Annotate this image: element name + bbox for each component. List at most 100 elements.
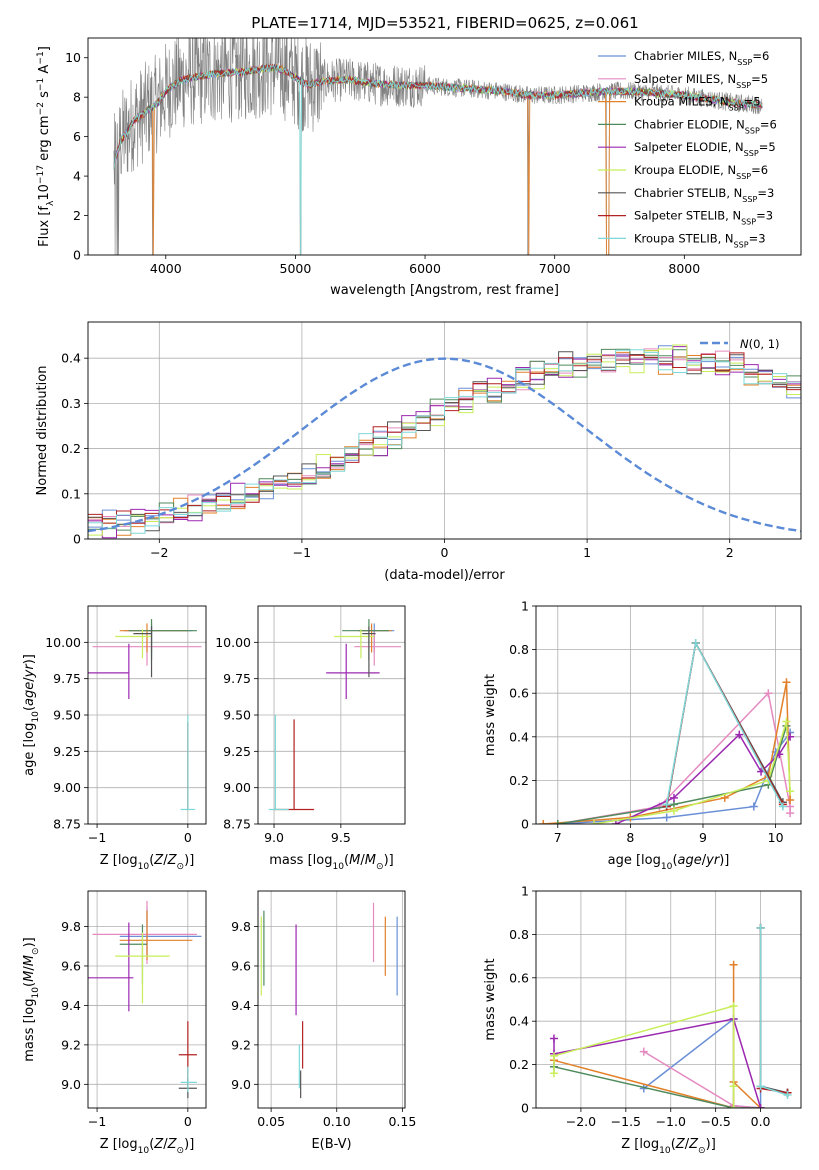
x-axis-label: Z [log10(Z/Z⊙)] bbox=[100, 853, 195, 872]
y-tick-label: 10.00 bbox=[45, 635, 81, 650]
x-tick-label: −0.5 bbox=[700, 1114, 730, 1129]
weight-line bbox=[759, 927, 788, 1094]
y-axis-label-part: M bbox=[22, 955, 37, 966]
weight-marker bbox=[783, 1090, 792, 1099]
plot-area bbox=[88, 344, 801, 539]
y-tick-label: 0.8 bbox=[509, 642, 529, 657]
y-tick-label: 9.00 bbox=[223, 780, 251, 795]
weight-marker bbox=[662, 813, 671, 822]
legend-label-part: =5 bbox=[744, 95, 761, 109]
legend-label-part: =6 bbox=[751, 163, 768, 177]
x-axis-label-part: )] bbox=[184, 1137, 194, 1152]
legend-label: Chabrier STELIB, NSSP=3 bbox=[634, 186, 774, 204]
histogram-step bbox=[88, 350, 801, 536]
y-tick-label: 9.2 bbox=[61, 1037, 81, 1052]
y-axis-label-part: age bbox=[22, 682, 37, 706]
x-tick-label: 0.05 bbox=[257, 1114, 285, 1129]
y-tick-label: 0.4 bbox=[509, 1014, 529, 1029]
x-axis-label-part: )] bbox=[384, 853, 394, 868]
y-tick-label: 1 bbox=[521, 599, 529, 614]
y-axis-label-part: −1 bbox=[36, 78, 46, 91]
legend-label-part: =6 bbox=[752, 49, 769, 63]
legend-label-part: SSP bbox=[734, 240, 749, 249]
y-tick-label: 10.00 bbox=[215, 635, 251, 650]
x-axis-label-part: ⊙ bbox=[376, 862, 384, 872]
x-tick-label: 1 bbox=[583, 545, 591, 560]
x-axis-label-part: M bbox=[365, 853, 376, 868]
legend-label-part: =5 bbox=[759, 140, 776, 154]
histogram-step bbox=[88, 352, 801, 524]
axes-frame bbox=[257, 890, 406, 1109]
y-axis-label-part: / bbox=[22, 677, 37, 682]
y-axis-label-part: −2 bbox=[36, 102, 46, 115]
legend-label-part: SSP bbox=[744, 149, 759, 158]
x-axis-label-part: M bbox=[349, 853, 360, 868]
legend-label-part: Salpeter STELIB, N bbox=[634, 209, 741, 223]
y-tick-label: 9.2 bbox=[231, 1037, 251, 1052]
x-axis-label-part: Z [log bbox=[100, 853, 138, 868]
y-tick-label: 0.4 bbox=[61, 351, 81, 366]
y-tick-label: 9.0 bbox=[61, 1077, 81, 1092]
x-axis-label-part: / bbox=[685, 1137, 690, 1152]
histogram-step bbox=[88, 349, 801, 534]
x-tick-label: 0.10 bbox=[323, 1114, 351, 1129]
x-axis-label-part: ( bbox=[149, 853, 154, 868]
x-axis-label-part: / bbox=[163, 853, 168, 868]
y-tick-label: 9.50 bbox=[223, 708, 251, 723]
legend-label-part: SSP bbox=[741, 217, 756, 226]
y-axis-label: mass weight bbox=[483, 958, 498, 1040]
plot-area bbox=[539, 639, 795, 824]
x-axis-label-part: 10 bbox=[661, 862, 673, 872]
legend-label: Chabrier ELODIE, NSSP=6 bbox=[634, 117, 777, 135]
y-axis-label: Flux [fλ10−17 erg cm−2 s−1 A−1] bbox=[36, 46, 56, 247]
y-axis-label: mass weight bbox=[483, 674, 498, 756]
weight-marker bbox=[786, 787, 795, 796]
legend-label-part: =3 bbox=[756, 209, 773, 223]
x-axis-label: Z [log10(Z/Z⊙)] bbox=[100, 1137, 195, 1156]
weight-marker bbox=[729, 1002, 738, 1011]
y-axis-label-part: mass [log bbox=[22, 999, 37, 1062]
x-axis-label-part: 10 bbox=[659, 1146, 671, 1156]
y-axis-label-part: 10 bbox=[31, 711, 41, 723]
weight-marker bbox=[735, 730, 744, 739]
weight-marker bbox=[590, 820, 599, 824]
panel-age-vs-mass: 9.0 9.5 8.75 9.00 9.25 9.50 9.75 10.00 mass [log… bbox=[215, 605, 406, 872]
axes-frame bbox=[87, 890, 207, 1109]
figure-title: PLATE=1714, MJD=53521, FIBERID=0625, z=0… bbox=[251, 14, 638, 32]
y-axis-label-part: )] bbox=[22, 654, 37, 664]
plot-area bbox=[88, 619, 202, 811]
x-axis-label-part: E(B-V) bbox=[311, 1137, 351, 1152]
legend-label-part: SSP bbox=[729, 103, 744, 112]
weight-marker bbox=[549, 1034, 558, 1043]
legend-label-part: =6 bbox=[760, 117, 777, 131]
x-axis-label-part: 10 bbox=[332, 862, 344, 872]
legend-label: Salpeter MILES, NSSP=5 bbox=[634, 72, 768, 90]
y-axis-label-part: ( bbox=[22, 706, 37, 711]
x-tick-label: 0 bbox=[441, 545, 449, 560]
x-axis-label-part: yr bbox=[705, 853, 721, 868]
x-tick-label: −1 bbox=[88, 830, 106, 845]
weight-marker bbox=[553, 820, 562, 824]
y-tick-label: 0.1 bbox=[61, 486, 81, 501]
y-axis-label-part: 10 bbox=[37, 184, 52, 201]
weight-marker bbox=[786, 796, 795, 805]
weight-marker bbox=[549, 1051, 558, 1060]
y-tick-label: 9.00 bbox=[53, 780, 81, 795]
weight-marker bbox=[782, 678, 791, 687]
y-axis-label-part: Flux [f bbox=[37, 206, 52, 247]
histogram-step bbox=[88, 348, 801, 527]
plot-area bbox=[113, 38, 763, 255]
legend-label: Salpeter STELIB, NSSP=3 bbox=[634, 209, 773, 227]
weight-marker bbox=[691, 639, 700, 648]
x-axis-label: wavelength [Angstrom, rest frame] bbox=[330, 283, 559, 298]
x-axis-label-part: Z bbox=[675, 1137, 686, 1152]
y-tick-label: 0 bbox=[73, 248, 81, 263]
x-axis-label-part: )] bbox=[719, 853, 729, 868]
x-axis-label-part: Z bbox=[688, 1137, 699, 1152]
y-tick-label: 0.2 bbox=[509, 1057, 529, 1072]
x-axis-label-part: age [log bbox=[608, 853, 661, 868]
y-axis-label-part: / bbox=[22, 966, 37, 971]
x-axis-label-part: ( bbox=[672, 853, 677, 868]
